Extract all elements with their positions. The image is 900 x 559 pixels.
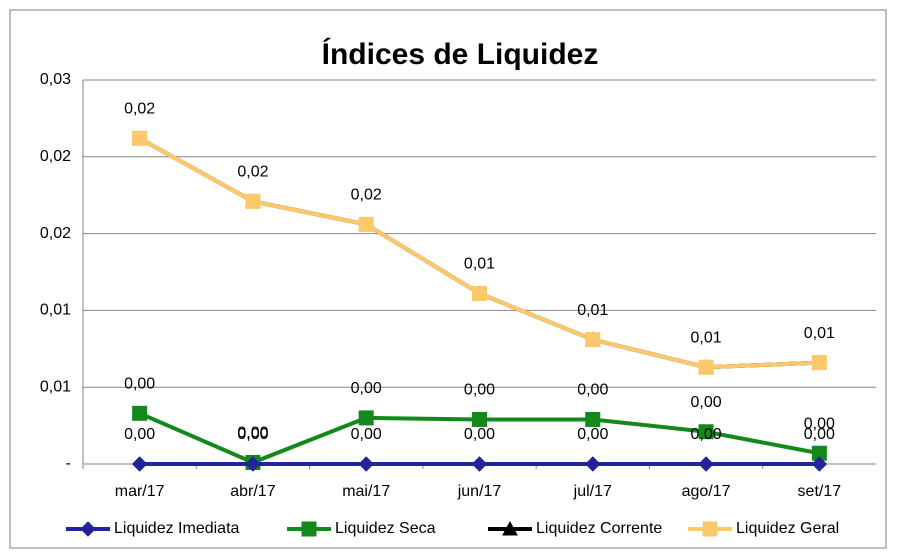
x-tick-label: mai/17 [342,483,390,500]
y-tick-label: 0,03 [40,71,71,88]
y-tick-label: 0,02 [40,225,71,242]
legend-label: Liquidez Corrente [536,520,662,537]
data-label: 0,00 [351,380,382,397]
data-label: 0,01 [464,256,495,273]
data-label: 0,00 [804,415,835,432]
data-label: 0,00 [351,426,382,443]
y-tick-label: - [66,455,71,472]
data-point [698,424,714,440]
data-point [471,456,488,472]
data-label: 0,02 [351,187,382,204]
data-point [472,286,487,302]
x-tick-label: set/17 [798,483,842,500]
data-label: 0,00 [691,394,722,411]
legend-marker [702,521,718,537]
y-tick-label: 0,01 [40,378,71,395]
y-tick-label: 0,01 [40,302,71,319]
data-point [698,456,714,472]
data-point [358,216,374,232]
data-point [358,410,374,426]
data-point [245,193,261,209]
data-label: 0,01 [804,325,835,342]
data-label: 0,00 [124,376,155,393]
x-tick-label: jul/17 [573,483,612,500]
data-point [245,456,261,472]
legend-marker [502,520,518,536]
data-point [585,411,601,427]
data-point [698,359,714,375]
data-point [811,456,828,472]
legend-label: Liquidez Geral [736,520,839,537]
data-label: 0,02 [124,101,155,118]
data-label: 0,00 [691,426,722,443]
x-tick-label: abr/17 [230,483,275,500]
legend-marker [301,521,317,537]
chart-frame [9,9,887,549]
data-point [811,355,827,371]
data-label: 0,00 [237,426,268,443]
data-label: 0,00 [237,425,268,442]
data-label: 0,00 [464,382,495,399]
data-point [585,332,601,348]
data-label: 0,00 [577,426,608,443]
data-label: 0,01 [691,329,722,346]
data-label: 0,02 [237,164,268,181]
data-label: 0,00 [464,426,495,443]
data-label: 0,00 [124,426,155,443]
data-point [585,456,601,472]
data-label: 0,01 [577,302,608,319]
data-label: 0,00 [804,426,835,443]
legend-marker [80,521,96,537]
x-tick-label: ago/17 [682,483,731,500]
x-tick-label: jun/17 [457,483,502,500]
legend-label: Liquidez Imediata [114,520,240,537]
data-point [132,130,148,146]
legend-label: Liquidez Seca [335,520,436,537]
data-point [131,456,148,472]
data-point [132,405,148,421]
x-tick-label: mar/17 [115,483,165,500]
data-label: 0,00 [577,382,608,399]
data-point [472,411,487,427]
data-point [358,456,374,472]
chart-title: Índices de Liquidez [322,37,599,71]
y-tick-label: 0,02 [40,148,71,165]
